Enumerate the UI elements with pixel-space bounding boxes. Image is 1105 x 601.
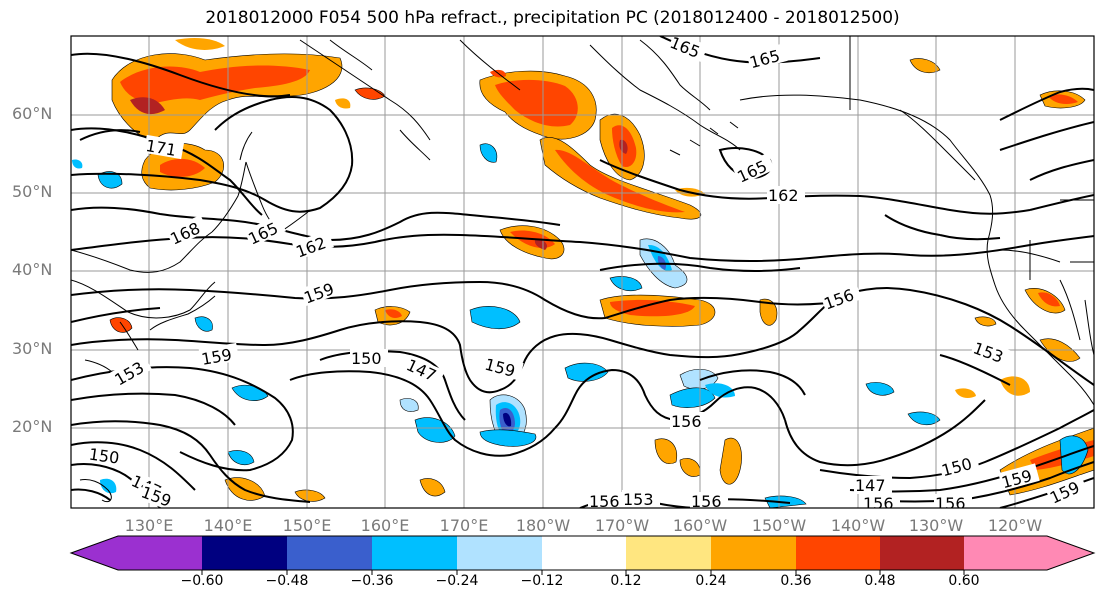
- contour-label: 156: [691, 492, 722, 511]
- lon-label: 160°W: [672, 516, 728, 535]
- contour-label: 156: [935, 494, 966, 513]
- colorbar-segment: [457, 536, 542, 570]
- contour-label: 150: [351, 349, 382, 368]
- lon-label: 130°E: [124, 516, 174, 535]
- lat-label: 50°N: [12, 182, 53, 201]
- lon-label: 180°W: [515, 516, 571, 535]
- map-title: 2018012000 F054 500 hPa refract., precip…: [205, 8, 900, 28]
- colorbar-segment: [542, 536, 626, 570]
- lat-label: 40°N: [12, 260, 53, 279]
- colorbar-segment: [626, 536, 711, 570]
- contour-label: 156: [589, 492, 620, 511]
- contour-label: 165: [748, 46, 782, 72]
- contour-label: 159: [483, 355, 517, 381]
- lon-label: 150°W: [751, 516, 807, 535]
- colorbar-tick-label: −0.60: [180, 573, 224, 589]
- colorbar-segment: [711, 536, 796, 570]
- colorbar-tick-label: −0.12: [520, 573, 564, 589]
- colorbar-tick-label: 0.60: [948, 573, 980, 589]
- coastlines: [71, 36, 1094, 503]
- colorbar-tick-label: −0.36: [350, 573, 394, 589]
- colorbar-segment: [202, 536, 287, 570]
- colorbar: [69, 535, 1096, 575]
- colorbar-segment: [372, 536, 457, 570]
- colorbar-segment: [880, 536, 964, 570]
- lat-label: 20°N: [12, 417, 53, 436]
- colorbar-tick-label: −0.48: [265, 573, 309, 589]
- colorbar-segment: [796, 536, 880, 570]
- colorbar-tick-label: 0.36: [780, 573, 812, 589]
- lon-label: 130°W: [908, 516, 964, 535]
- lon-label: 150°E: [282, 516, 332, 535]
- colorbar-segment: [964, 536, 1094, 570]
- colorbar-tick-label: −0.24: [435, 573, 479, 589]
- colorbar-segment: [71, 536, 202, 570]
- lon-label: 170°W: [594, 516, 650, 535]
- lon-label: 170°E: [439, 516, 489, 535]
- colorbar-tick-label: 0.48: [864, 573, 896, 589]
- colorbar-tick-label: 0.24: [695, 573, 727, 589]
- contour-label: 153: [623, 490, 654, 509]
- contour-label: 162: [293, 233, 328, 261]
- contour-label: 147: [855, 476, 886, 495]
- lon-label: 160°E: [360, 516, 410, 535]
- lon-label: 120°W: [987, 516, 1043, 535]
- colorbar-segment: [287, 536, 372, 570]
- lat-label: 30°N: [12, 339, 53, 358]
- negative-precip-areas: [72, 143, 1089, 508]
- contour-label: 153: [971, 338, 1006, 366]
- positive-precip-areas: [109, 38, 1094, 502]
- contour-label: 156: [821, 285, 856, 313]
- contour-label: 150: [88, 445, 121, 468]
- contour-label: 156: [863, 494, 894, 513]
- lat-label: 60°N: [12, 104, 53, 123]
- plot-frame: [70, 35, 1095, 509]
- contour-label: 150: [940, 454, 974, 480]
- lon-label: 140°E: [203, 516, 253, 535]
- contour-label: 156: [671, 412, 702, 431]
- lon-label: 140°W: [830, 516, 886, 535]
- colorbar-tick-label: 0.12: [610, 573, 642, 589]
- contour-label: 162: [768, 186, 799, 205]
